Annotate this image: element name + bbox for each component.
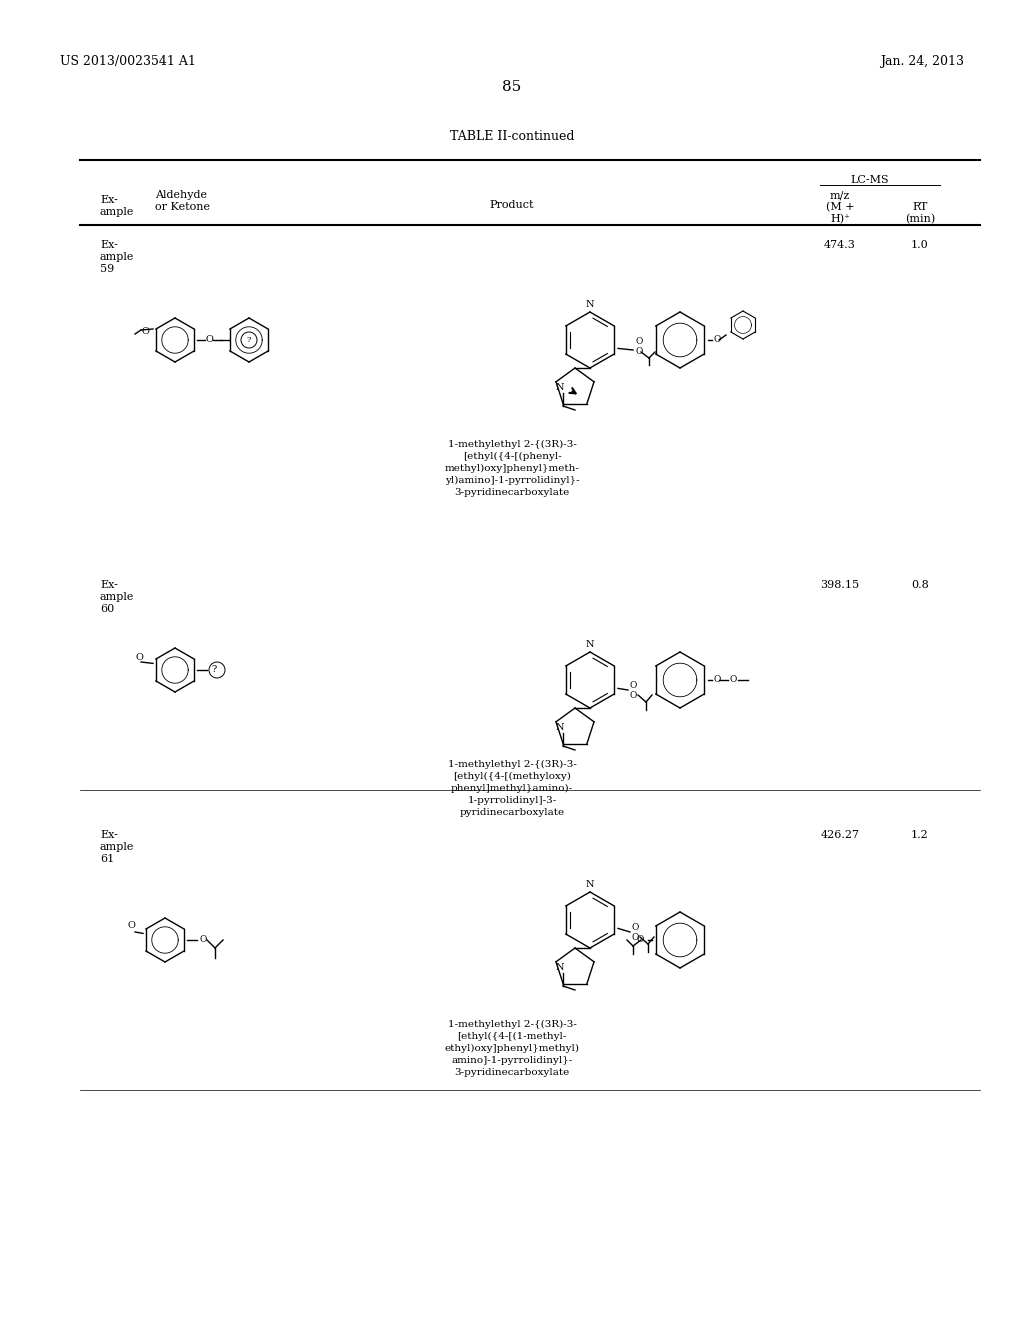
Text: Aldehyde: Aldehyde [155, 190, 207, 201]
Text: m/z: m/z [829, 190, 850, 201]
Text: Jan. 24, 2013: Jan. 24, 2013 [880, 55, 964, 69]
Text: O: O [199, 936, 207, 945]
Text: O: O [205, 335, 213, 345]
Text: Product: Product [489, 201, 535, 210]
Text: TABLE II-continued: TABLE II-continued [450, 129, 574, 143]
Text: Ex-: Ex- [100, 195, 118, 205]
Text: O: O [630, 690, 637, 700]
Text: N: N [586, 640, 594, 649]
Text: ?: ? [211, 665, 216, 675]
Text: RT: RT [912, 202, 928, 213]
Text: 85: 85 [503, 81, 521, 94]
Text: 398.15: 398.15 [820, 579, 859, 590]
Text: 59: 59 [100, 264, 115, 275]
Text: 1-methylethyl 2-{(3R)-3-
[ethyl({4-[(1-methyl-
ethyl)oxy]phenyl}methyl)
amino]-1: 1-methylethyl 2-{(3R)-3- [ethyl({4-[(1-m… [444, 1020, 580, 1077]
Text: H)⁺: H)⁺ [830, 214, 850, 224]
Text: 474.3: 474.3 [824, 240, 856, 249]
Text: O: O [141, 327, 148, 337]
Text: O: O [630, 681, 637, 689]
Text: ample: ample [100, 252, 134, 261]
Text: O: O [637, 936, 644, 945]
Text: 0.8: 0.8 [911, 579, 929, 590]
Text: 1-methylethyl 2-{(3R)-3-
[ethyl({4-[(phenyl-
methyl)oxy]phenyl}meth-
yl)amino]-1: 1-methylethyl 2-{(3R)-3- [ethyl({4-[(phe… [444, 440, 580, 496]
Text: N: N [586, 880, 594, 888]
Text: (M +: (M + [825, 202, 854, 213]
Text: ample: ample [100, 842, 134, 851]
Text: Ex-: Ex- [100, 579, 118, 590]
Text: 1.2: 1.2 [911, 830, 929, 840]
Text: (min): (min) [905, 214, 935, 224]
Text: N: N [556, 723, 564, 733]
Text: LC-MS: LC-MS [851, 176, 889, 185]
Text: ?: ? [247, 337, 251, 345]
Text: O: O [635, 338, 642, 346]
Text: O: O [730, 676, 737, 685]
Text: O: O [127, 921, 135, 931]
Text: or Ketone: or Ketone [155, 202, 210, 213]
Text: 426.27: 426.27 [820, 830, 859, 840]
Text: 61: 61 [100, 854, 115, 865]
Text: Ex-: Ex- [100, 830, 118, 840]
Text: O: O [632, 932, 639, 941]
Text: ample: ample [100, 591, 134, 602]
Text: 1.0: 1.0 [911, 240, 929, 249]
Text: US 2013/0023541 A1: US 2013/0023541 A1 [60, 55, 196, 69]
Text: 60: 60 [100, 605, 115, 614]
Text: O: O [635, 347, 642, 356]
Text: O: O [632, 923, 639, 932]
Text: 1-methylethyl 2-{(3R)-3-
[ethyl({4-[(methyloxy)
phenyl]methyl}amino)-
1-pyrrolid: 1-methylethyl 2-{(3R)-3- [ethyl({4-[(met… [447, 760, 577, 817]
Text: N: N [586, 300, 594, 309]
Text: N: N [556, 384, 564, 392]
Text: N: N [556, 964, 564, 973]
Text: O: O [713, 335, 720, 345]
Text: O: O [135, 653, 143, 663]
Text: Ex-: Ex- [100, 240, 118, 249]
Text: ample: ample [100, 207, 134, 216]
Text: O: O [713, 676, 720, 685]
